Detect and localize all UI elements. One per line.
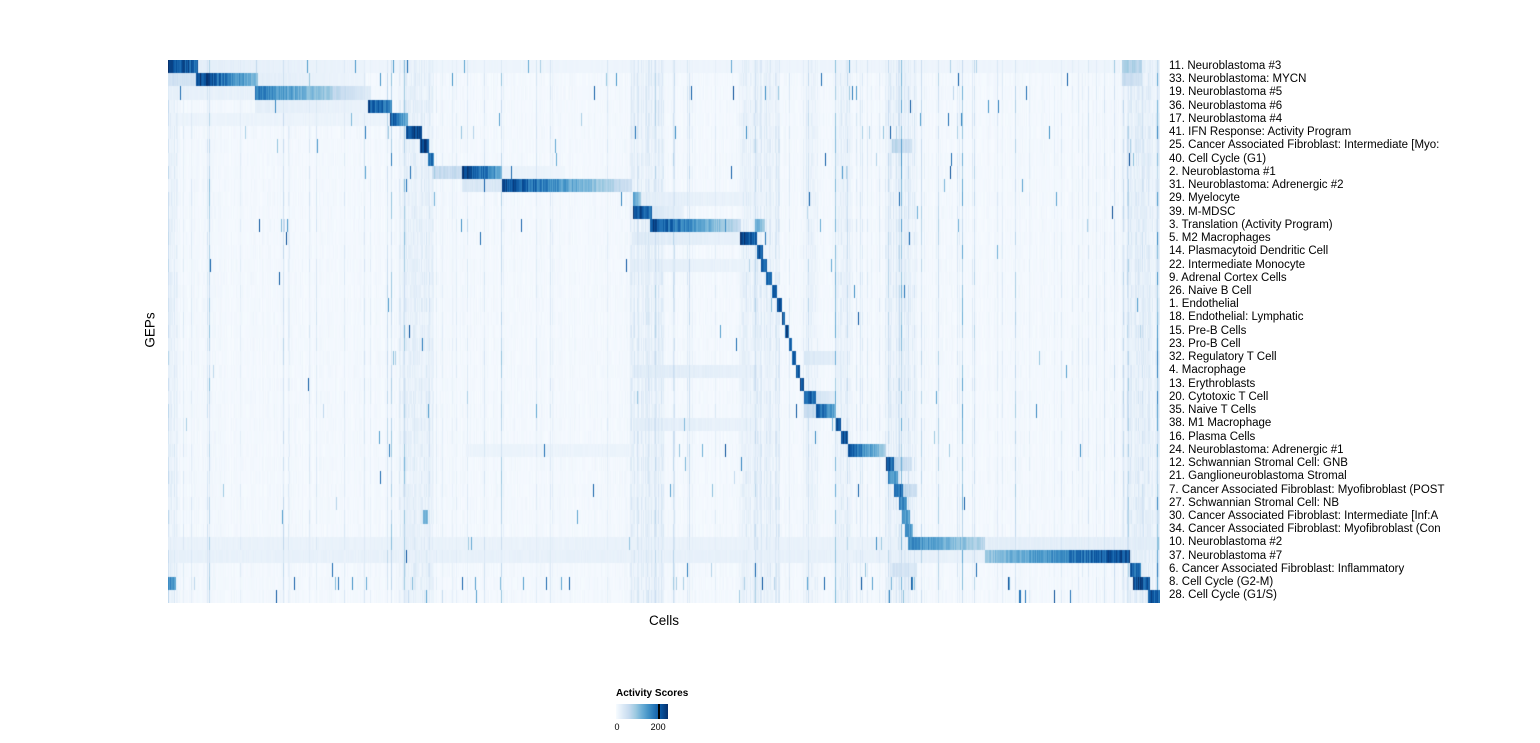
row-label: 30. Cancer Associated Fibroblast: Interm…	[1169, 509, 1439, 522]
legend: Activity Scores 0 200	[614, 688, 726, 733]
row-label: 14. Plasmacytoid Dendritic Cell	[1169, 245, 1329, 258]
legend-colorbar	[616, 704, 668, 719]
x-axis-label: Cells	[648, 613, 679, 628]
row-labels: 11. Neuroblastoma #3 33. Neuroblastoma: M…	[1169, 60, 1540, 603]
row-label: 31. Neuroblastoma: Adrenergic #2	[1169, 179, 1344, 192]
heatmap	[168, 60, 1160, 603]
row-label: 24. Neuroblastoma: Adrenergic #1	[1169, 443, 1344, 456]
row-label: 15. Pre-B Cells	[1169, 324, 1247, 337]
heatmap-canvas	[168, 60, 1160, 603]
legend-tick-min: 0	[614, 722, 620, 732]
row-label: 1. Endothelial	[1169, 298, 1239, 311]
row-label: 33. Neuroblastoma: MYCN	[1169, 73, 1307, 86]
y-axis-label: GEPs	[142, 312, 158, 348]
legend-ticks: 0 200	[614, 722, 668, 733]
row-label: 2. Neuroblastoma #1	[1169, 165, 1276, 178]
row-label: 3. Translation (Activity Program)	[1169, 218, 1333, 231]
row-label: 13. Erythroblasts	[1169, 377, 1256, 390]
row-label: 25. Cancer Associated Fibroblast: Interm…	[1169, 139, 1440, 152]
row-label: 10. Neuroblastoma #2	[1169, 536, 1283, 549]
row-label: 28. Cell Cycle (G1/S)	[1169, 589, 1278, 602]
row-label: 7. Cancer Associated Fibroblast: Myofibr…	[1169, 483, 1445, 496]
row-label: 35. Naive T Cells	[1169, 404, 1257, 417]
row-label: 12. Schwannian Stromal Cell: GNB	[1169, 457, 1348, 470]
row-label: 26. Naive B Cell	[1169, 284, 1252, 297]
row-label: 6. Cancer Associated Fibroblast: Inflamm…	[1169, 562, 1405, 575]
row-label: 16. Plasma Cells	[1169, 430, 1256, 443]
row-label: 4. Macrophage	[1169, 364, 1246, 377]
row-label: 11. Neuroblastoma #3	[1169, 60, 1282, 72]
row-label: 39. M-MDSC	[1169, 205, 1236, 218]
row-label: 19. Neuroblastoma #5	[1169, 86, 1283, 99]
row-label: 41. IFN Response: Activity Program	[1169, 126, 1352, 139]
row-label: 22. Intermediate Monocyte	[1169, 258, 1306, 271]
row-label: 17. Neuroblastoma #4	[1169, 112, 1283, 125]
row-label: 32. Regulatory T Cell	[1169, 351, 1277, 364]
row-label: 18. Endothelial: Lymphatic	[1169, 311, 1304, 324]
row-label: 27. Schwannian Stromal Cell: NB	[1169, 496, 1340, 509]
legend-title: Activity Scores	[616, 688, 689, 699]
legend-tick-max: 200	[650, 722, 666, 732]
row-label: 9. Adrenal Cortex Cells	[1169, 271, 1287, 284]
row-label: 38. M1 Macrophage	[1169, 417, 1272, 430]
row-label: 29. Myelocyte	[1169, 192, 1240, 205]
row-label: 20. Cytotoxic T Cell	[1169, 390, 1269, 403]
row-label: 40. Cell Cycle (G1)	[1169, 152, 1267, 165]
row-label: 21. Ganglioneuroblastoma Stromal	[1169, 470, 1347, 483]
row-label: 5. M2 Macrophages	[1169, 232, 1271, 245]
row-label: 36. Neuroblastoma #6	[1169, 99, 1283, 112]
row-label: 8. Cell Cycle (G2-M)	[1169, 576, 1274, 589]
row-label: 37. Neuroblastoma #7	[1169, 549, 1283, 562]
row-label: 23. Pro-B Cell	[1169, 337, 1241, 350]
row-label: 34. Cancer Associated Fibroblast: Myofib…	[1169, 523, 1441, 536]
legend-max-tick-mark	[658, 704, 661, 719]
